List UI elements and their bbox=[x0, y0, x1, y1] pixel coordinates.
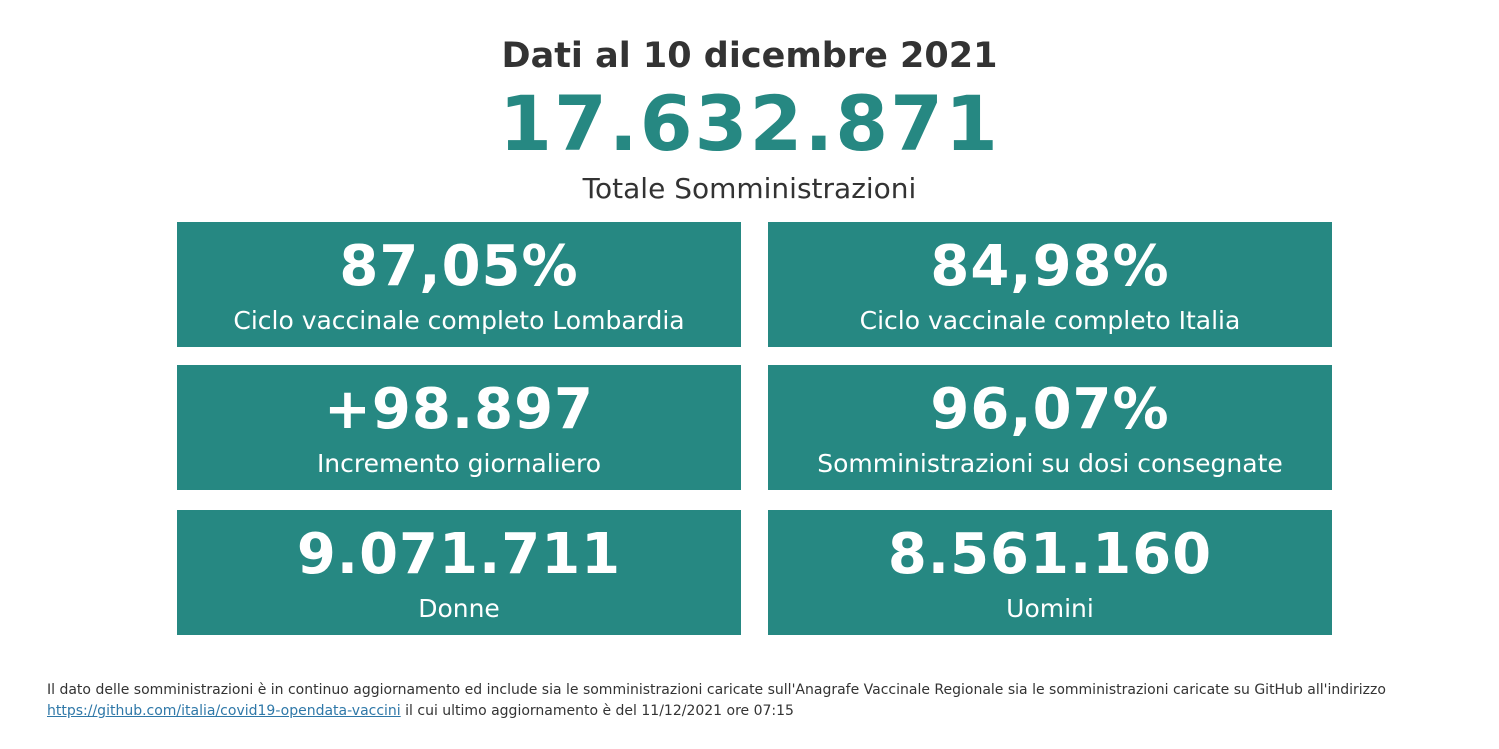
total-administrations-value: 17.632.871 bbox=[499, 79, 1000, 168]
footer-note: Il dato delle somministrazioni è in cont… bbox=[47, 680, 1487, 722]
card-value: 9.071.711 bbox=[296, 522, 622, 587]
card-value: 87,05% bbox=[339, 234, 579, 299]
card-women: 9.071.711 Donne bbox=[177, 510, 741, 635]
card-label: Ciclo vaccinale completo Lombardia bbox=[233, 306, 685, 335]
card-doses-administered-ratio: 96,07% Somministrazioni su dosi consegna… bbox=[768, 365, 1332, 490]
card-value: 8.561.160 bbox=[887, 522, 1213, 587]
footer-text: Il dato delle somministrazioni è in cont… bbox=[47, 682, 1386, 698]
card-value: 96,07% bbox=[930, 377, 1170, 442]
footer-update-text: il cui ultimo aggiornamento è del 11/12/… bbox=[400, 703, 794, 719]
card-label: Somministrazioni su dosi consegnate bbox=[817, 449, 1283, 478]
card-label: Uomini bbox=[1006, 594, 1094, 623]
date-title: Dati al 10 dicembre 2021 bbox=[501, 36, 998, 76]
card-daily-increase: +98.897 Incremento giornaliero bbox=[177, 365, 741, 490]
card-men: 8.561.160 Uomini bbox=[768, 510, 1332, 635]
card-lombardia-complete-cycle: 87,05% Ciclo vaccinale completo Lombardi… bbox=[177, 222, 741, 347]
card-value: +98.897 bbox=[323, 377, 595, 442]
card-label: Ciclo vaccinale completo Italia bbox=[859, 306, 1241, 335]
card-italia-complete-cycle: 84,98% Ciclo vaccinale completo Italia bbox=[768, 222, 1332, 347]
github-link[interactable]: https://github.com/italia/covid19-openda… bbox=[47, 703, 401, 719]
card-value: 84,98% bbox=[930, 234, 1170, 299]
total-administrations-label: Totale Somministrazioni bbox=[582, 172, 917, 205]
card-label: Donne bbox=[418, 594, 500, 623]
card-label: Incremento giornaliero bbox=[316, 449, 602, 478]
